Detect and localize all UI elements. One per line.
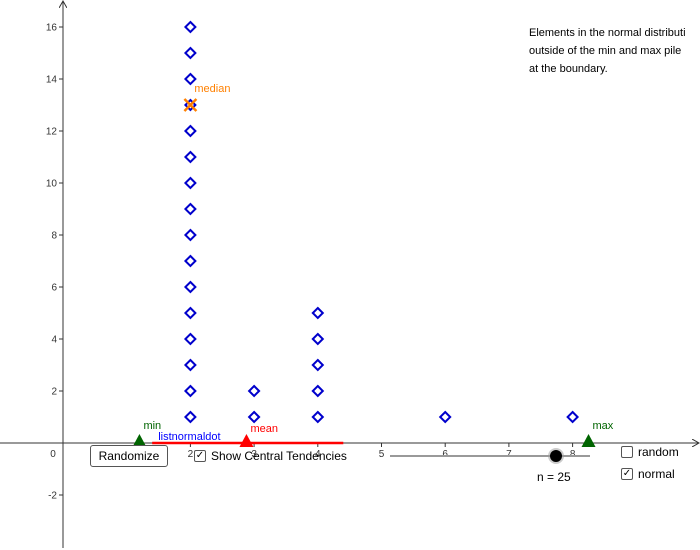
data-point[interactable]: [183, 176, 197, 190]
data-point[interactable]: [183, 254, 197, 268]
data-points[interactable]: [183, 20, 580, 424]
checkbox-box[interactable]: ✓: [194, 450, 206, 462]
slider-knob[interactable]: [550, 450, 562, 462]
data-point[interactable]: [247, 410, 261, 424]
data-point[interactable]: [183, 384, 197, 398]
info-note: Elements in the normal distributi outsid…: [529, 24, 700, 78]
x-tick-label: 2: [188, 449, 194, 460]
n-value-label: n = 25: [537, 470, 571, 484]
data-point[interactable]: [183, 124, 197, 138]
y-tick-label: 14: [46, 75, 58, 86]
min-label: min: [143, 420, 161, 432]
normal-label: normal: [638, 467, 675, 481]
x-tick-label: 7: [506, 449, 512, 460]
data-point[interactable]: [438, 410, 452, 424]
data-point[interactable]: [566, 410, 580, 424]
show-central-tendencies-label: Show Central Tendencies: [211, 449, 347, 463]
x-tick-label: 4: [315, 449, 321, 460]
median-marker[interactable]: [183, 98, 198, 112]
data-point[interactable]: [183, 202, 197, 216]
x-tick-label: 6: [442, 449, 448, 460]
min-marker[interactable]: [132, 434, 147, 447]
max-marker[interactable]: [581, 434, 596, 447]
mean-marker[interactable]: [239, 434, 254, 447]
x-tick-label: 0: [50, 449, 56, 460]
x-tick-label: 3: [251, 449, 257, 460]
checkbox-box[interactable]: [621, 446, 633, 458]
data-point[interactable]: [311, 384, 325, 398]
data-point[interactable]: [247, 384, 261, 398]
data-point[interactable]: [311, 358, 325, 372]
data-point[interactable]: [183, 358, 197, 372]
y-tick-label: 4: [51, 335, 57, 346]
data-point[interactable]: [311, 306, 325, 320]
x-tick-label: 5: [379, 449, 385, 460]
tick-labels: 0 2 3 4 5 6 7 8 -2 2 4 6 8 10 12 14 16: [46, 23, 576, 502]
y-tick-label: 16: [46, 23, 58, 34]
show-central-tendencies-checkbox[interactable]: ✓ Show Central Tendencies: [194, 449, 347, 463]
note-line-3: at the boundary.: [529, 63, 608, 75]
data-point[interactable]: [183, 72, 197, 86]
data-point[interactable]: [183, 228, 197, 242]
random-label: random: [638, 445, 679, 459]
data-point[interactable]: [183, 150, 197, 164]
data-point[interactable]: [311, 332, 325, 346]
data-point[interactable]: [183, 20, 197, 34]
data-point[interactable]: [311, 410, 325, 424]
y-tick-label: 2: [51, 387, 57, 398]
data-point[interactable]: [183, 46, 197, 60]
y-tick-label: 12: [46, 127, 58, 138]
random-checkbox[interactable]: random: [621, 445, 679, 459]
randomize-button[interactable]: Randomize: [90, 445, 168, 467]
data-point[interactable]: [183, 410, 197, 424]
note-line-2: outside of the min and max pile: [529, 45, 682, 57]
max-label: max: [593, 420, 614, 432]
y-tick-label: 10: [46, 179, 58, 190]
n-slider[interactable]: [390, 448, 590, 464]
y-tick-label: -2: [48, 491, 57, 502]
y-tick-label: 6: [51, 283, 57, 294]
note-line-1: Elements in the normal distributi: [529, 27, 686, 39]
mean-label: mean: [250, 423, 278, 435]
list-label: listnormaldot: [158, 431, 220, 443]
normal-checkbox[interactable]: ✓ normal: [621, 467, 675, 481]
data-point[interactable]: [183, 306, 197, 320]
data-point[interactable]: [183, 280, 197, 294]
median-label: median: [194, 83, 230, 95]
checkbox-box[interactable]: ✓: [621, 468, 633, 480]
x-tick-label: 8: [570, 449, 576, 460]
y-tick-label: 8: [51, 231, 57, 242]
statistic-markers[interactable]: median mean min max: [132, 83, 614, 447]
data-point[interactable]: [183, 332, 197, 346]
